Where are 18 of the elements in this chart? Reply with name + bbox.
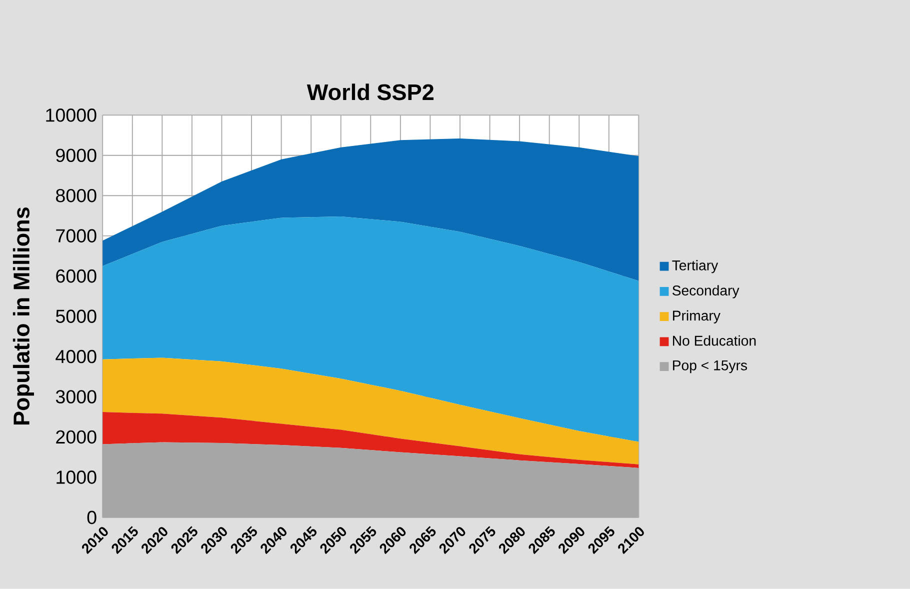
y-tick-label: 3000 [56,390,96,404]
y-axis-title: Populatio in Millions [12,208,34,425]
y-tick-label: 5000 [56,310,96,324]
y-tick-label: 9000 [56,148,96,162]
y-tick-label: 0 [87,510,96,524]
y-tick-label: 4000 [56,350,96,364]
y-tick-label: 8000 [56,189,96,202]
chart-title: World SSP2 [306,84,434,100]
legend-label: Primary [673,310,720,324]
legend-label: Tertiary [672,260,718,274]
legend-label: Secondary [672,285,740,298]
y-tick-label: 10000 [46,108,96,122]
legend-label: No Education [673,335,756,346]
y-tick-label: 2000 [56,430,96,444]
y-tick-label: 6000 [56,270,96,283]
legend-label: Pop < 15yrs [673,360,748,374]
y-tick-label: 7000 [56,229,96,243]
y-tick-label: 1000 [56,470,96,484]
